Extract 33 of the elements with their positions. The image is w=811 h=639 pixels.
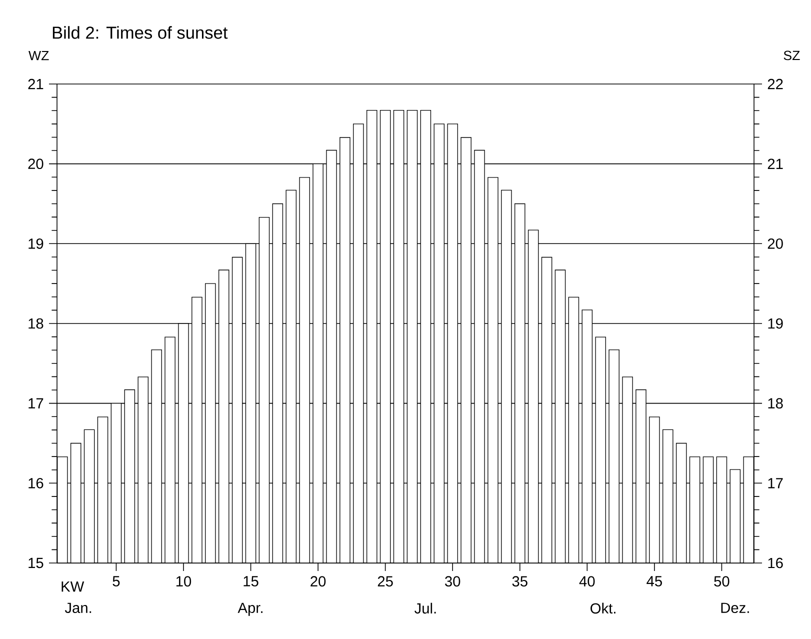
- y2-tick-label: 22: [768, 78, 783, 90]
- x-tick-label: 10: [176, 576, 192, 587]
- y-axis-title: WZ: [28, 51, 49, 60]
- x-tick-label: 25: [378, 576, 393, 587]
- y2-tick-label: 18: [768, 398, 783, 409]
- y2-axis-title: SZ: [784, 50, 800, 60]
- y2-tick-label: 19: [768, 318, 783, 329]
- x-axis-title: KW: [62, 581, 84, 592]
- y2-tick-label: 21: [768, 158, 783, 169]
- y2-tick-label: 17: [768, 478, 783, 488]
- y2-tick-label: 16: [768, 558, 783, 568]
- text: Jul.: [414, 602, 436, 614]
- x-tick-label: 30: [445, 576, 460, 587]
- y-tick-label: 15: [28, 558, 44, 568]
- x-tick-label: 15: [244, 576, 258, 586]
- text: Apr.: [238, 602, 262, 616]
- x-tick-label: 45: [646, 576, 662, 586]
- x-tick-label: 50: [714, 576, 730, 587]
- y-tick-label: 20: [28, 158, 44, 170]
- x-tick-label: 35: [512, 576, 528, 587]
- y2-tick-label: 20: [768, 238, 783, 249]
- chart-title: Bild 2: Times of sunset: [52, 26, 228, 39]
- x-tick-label: 20: [310, 576, 326, 587]
- y-tick-label: 17: [28, 398, 44, 408]
- y-tick-label: 16: [28, 478, 44, 488]
- y-tick-label: 19: [28, 238, 44, 249]
- x-tick-label: 5: [112, 576, 120, 586]
- y-tick-label: 21: [28, 78, 44, 90]
- y-tick-label: 18: [28, 318, 44, 329]
- text: Okt.: [590, 602, 616, 614]
- text: Jan.: [64, 602, 92, 614]
- text: Dez.: [721, 602, 749, 614]
- x-tick-label: 40: [579, 576, 595, 587]
